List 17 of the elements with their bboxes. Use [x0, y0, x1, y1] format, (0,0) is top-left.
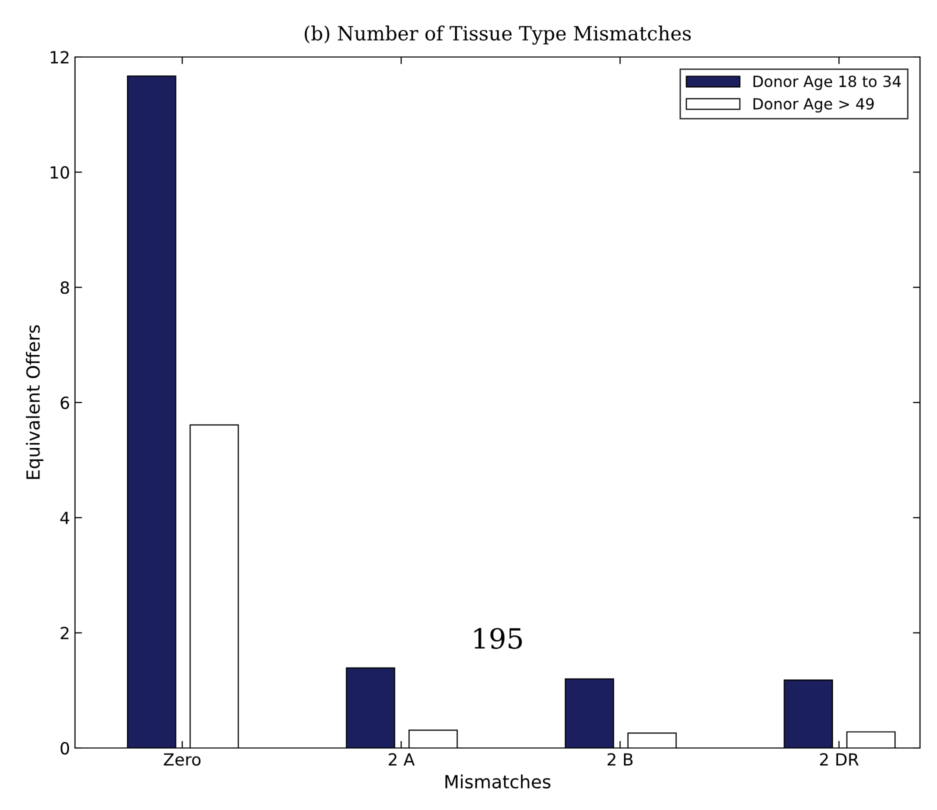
y-tick-label: 10 — [50, 166, 70, 179]
x-tick-label: Zero — [164, 753, 201, 766]
annotation: 195 — [474, 628, 522, 649]
x-tick-label: 2 B — [608, 753, 633, 766]
y-tick-label: 8 — [60, 281, 69, 294]
legend-label: Donor Age > 49 — [754, 98, 874, 113]
x-axis-title: Mismatches — [445, 774, 550, 789]
y-tick-label: 2 — [60, 626, 68, 640]
legend-label: Donor Age 18 to 34 — [754, 76, 901, 90]
y-tick-label: 12 — [50, 50, 68, 64]
x-tick-label: 2 A — [388, 753, 415, 766]
y-tick-label: 4 — [60, 512, 70, 524]
x-tick-label: 2 DR — [820, 753, 859, 766]
y-tick-label: 0 — [60, 742, 70, 755]
y-axis-title: Equivalent Offers — [26, 325, 44, 479]
chart-title: (b) Number of Tissue Type Mismatches — [304, 26, 691, 45]
y-tick-label: 6 — [60, 396, 70, 410]
